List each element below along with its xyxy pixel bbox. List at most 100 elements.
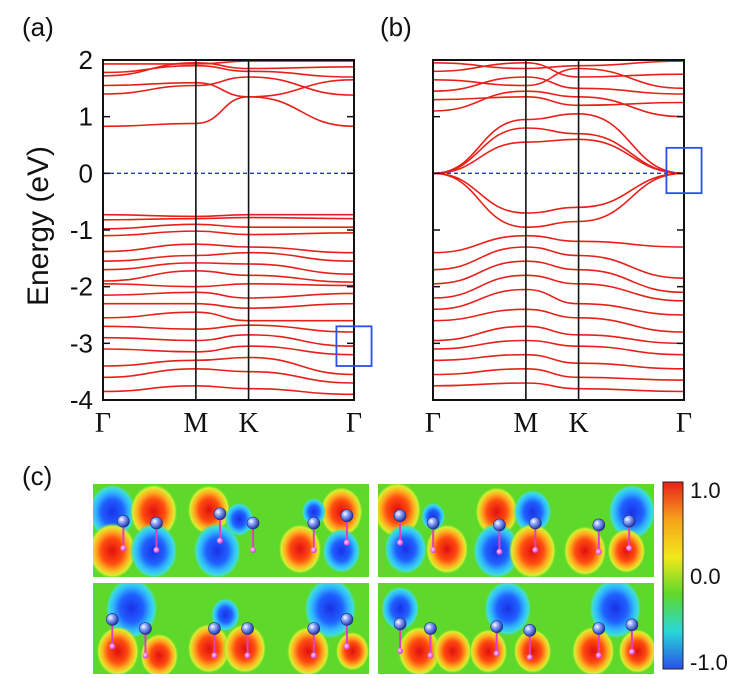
charge-density-panel-c: (c) 1.0 0.0 -1.0 bbox=[22, 461, 728, 675]
kpoint-label: K bbox=[568, 408, 588, 439]
hydrogen-atom bbox=[153, 547, 160, 554]
band-line bbox=[103, 262, 354, 275]
hydrogen-atom bbox=[120, 545, 127, 552]
band-line bbox=[433, 368, 684, 381]
band-line bbox=[103, 230, 354, 237]
kpoint-label: Γ bbox=[425, 408, 441, 439]
hydrogen-atom bbox=[493, 650, 500, 657]
band-line bbox=[103, 269, 354, 283]
plot-frame bbox=[432, 59, 685, 401]
band-line bbox=[433, 127, 684, 175]
hydrogen-atom bbox=[397, 647, 404, 654]
y-tick-label: -2 bbox=[70, 272, 93, 302]
hydrogen-atom bbox=[109, 643, 116, 650]
positive-density-lobe bbox=[513, 628, 552, 674]
band-structure-panel-a: (a) Energy (eV) Γ M K Γ 2 1 0 -1 -2 -3 -4 bbox=[22, 12, 373, 439]
density-tile-bottom-right bbox=[378, 583, 654, 674]
positive-density-lobe bbox=[278, 523, 322, 575]
band-line bbox=[103, 385, 354, 396]
negative-density-lobe bbox=[211, 598, 240, 632]
atom bbox=[424, 622, 437, 635]
kpoint-label: Γ bbox=[676, 408, 692, 439]
atom bbox=[592, 622, 606, 635]
band-line bbox=[433, 113, 684, 175]
atom bbox=[340, 509, 354, 522]
hydrogen-atom bbox=[142, 652, 149, 659]
band-line bbox=[103, 223, 354, 230]
y-tick-label: 2 bbox=[79, 45, 93, 75]
density-tile-top-left bbox=[93, 484, 369, 577]
band-line bbox=[433, 172, 684, 228]
band-line bbox=[433, 138, 684, 175]
kpoint-label: Γ bbox=[346, 408, 362, 439]
band-line bbox=[433, 260, 684, 294]
positive-density-lobe bbox=[319, 486, 363, 538]
negative-density-lobe bbox=[224, 502, 254, 537]
hydrogen-atom bbox=[595, 652, 602, 659]
positive-density-lobe bbox=[607, 528, 646, 574]
negative-density-lobe bbox=[513, 489, 552, 535]
plot-frame bbox=[102, 59, 355, 401]
band-line bbox=[103, 213, 354, 218]
negative-density-lobe bbox=[322, 528, 361, 574]
band-line bbox=[103, 76, 354, 96]
negative-density-lobe bbox=[607, 484, 654, 540]
hydrogen-atom bbox=[343, 539, 350, 546]
kpoint-label: M bbox=[183, 408, 208, 439]
hydrogen-atom bbox=[496, 548, 503, 555]
hydrogen-atom bbox=[430, 547, 437, 554]
hydrogen-atom bbox=[427, 652, 434, 659]
band-line bbox=[103, 216, 354, 221]
atom bbox=[246, 516, 260, 530]
atom bbox=[117, 514, 130, 528]
band-line bbox=[433, 274, 684, 302]
band-line bbox=[433, 172, 684, 214]
atom bbox=[150, 516, 163, 530]
hydrogen-atom bbox=[526, 654, 533, 661]
hydrogen-atom bbox=[626, 545, 633, 552]
positive-density-lobe bbox=[129, 484, 178, 540]
atom bbox=[106, 613, 119, 626]
atom bbox=[393, 617, 407, 631]
bands-a bbox=[103, 60, 354, 396]
atom bbox=[523, 624, 537, 637]
negative-density-lobe bbox=[193, 522, 242, 577]
atom bbox=[307, 622, 321, 635]
band-line bbox=[103, 368, 354, 384]
band-line bbox=[433, 288, 684, 316]
atom bbox=[307, 516, 321, 530]
density-tile-bottom-left bbox=[93, 583, 369, 674]
atom bbox=[340, 613, 354, 626]
negative-density-lobe bbox=[301, 497, 326, 526]
atom bbox=[426, 516, 440, 530]
negative-density-lobe bbox=[472, 522, 521, 577]
hydrogen-atom bbox=[310, 652, 317, 659]
positive-density-lobe bbox=[475, 486, 519, 538]
colorbar: 1.0 0.0 -1.0 bbox=[662, 478, 728, 675]
kpoint-label: Γ bbox=[95, 408, 111, 439]
negative-density-lobe bbox=[384, 523, 428, 575]
hydrogen-atom bbox=[244, 652, 251, 659]
positive-density-lobe bbox=[563, 525, 607, 577]
band-line bbox=[103, 324, 354, 333]
hydrogen-atom bbox=[216, 537, 223, 544]
band-line bbox=[433, 234, 684, 254]
positive-density-lobe bbox=[96, 626, 140, 674]
atom bbox=[139, 622, 152, 635]
hydrogen-atom bbox=[343, 643, 350, 650]
atom bbox=[622, 514, 636, 528]
atom bbox=[213, 507, 227, 521]
band-line bbox=[103, 79, 354, 98]
panel-label-c: (c) bbox=[22, 461, 52, 491]
band-line bbox=[433, 76, 684, 95]
positive-density-lobe bbox=[433, 628, 472, 674]
band-line bbox=[103, 291, 354, 299]
positive-density-lobe bbox=[140, 633, 179, 674]
colorbar-min-label: -1.0 bbox=[690, 650, 728, 675]
band-line bbox=[103, 96, 354, 128]
band-line bbox=[433, 353, 684, 370]
band-line bbox=[103, 243, 354, 254]
